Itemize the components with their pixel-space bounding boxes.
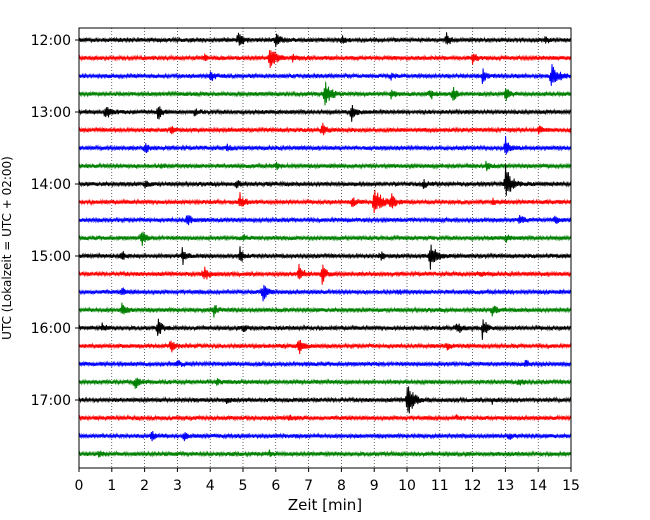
x-tick-label: 0 <box>75 478 84 494</box>
seismo-trace-1430 <box>78 214 572 226</box>
y-tick-label: 15:00 <box>31 249 71 265</box>
seismo-trace-1700 <box>78 386 572 414</box>
x-tick-label: 13 <box>496 478 514 494</box>
seismo-trace-1315 <box>78 122 572 136</box>
plot-frame <box>78 27 572 469</box>
x-tick-label: 7 <box>304 478 313 494</box>
x-tick-label: 8 <box>337 478 346 494</box>
seismo-trace-1645 <box>78 377 572 389</box>
seismo-trace-1200 <box>78 32 572 48</box>
y-tick-label: 13:00 <box>31 105 71 121</box>
x-tick-label: 2 <box>140 478 149 494</box>
seismo-trace-1630 <box>78 359 572 368</box>
x-tick-label: 5 <box>239 478 248 494</box>
x-tick-label: 4 <box>206 478 215 494</box>
y-axis-label: UTC (Lokalzeit = UTC + 02:00) <box>0 156 14 340</box>
seismo-trace-1415 <box>78 189 572 214</box>
trace-layer <box>78 32 572 458</box>
y-tick-label: 14:00 <box>31 177 71 193</box>
seismo-trace-1745 <box>78 449 572 458</box>
x-axis-label: Zeit [min] <box>288 496 362 514</box>
seismo-trace-1715 <box>78 414 572 422</box>
seismo-trace-1245 <box>78 81 572 106</box>
seismo-trace-1730 <box>78 430 572 442</box>
x-tick-label: 14 <box>529 478 547 494</box>
seismo-trace-1345 <box>78 160 572 172</box>
seismo-trace-1445 <box>78 231 572 246</box>
y-axis: 12:00 13:00 14:00 15:00 16:00 17:00 <box>31 33 79 409</box>
seismo-trace-1545 <box>78 302 572 318</box>
seismo-trace-1215 <box>78 50 572 69</box>
x-tick-label: 1 <box>107 478 116 494</box>
seismo-trace-1500 <box>78 244 572 270</box>
x-tick-label: 3 <box>173 478 182 494</box>
x-tick-label: 6 <box>271 478 280 494</box>
x-tick-label: 9 <box>370 478 379 494</box>
x-tick-label: 11 <box>431 478 449 494</box>
seismo-trace-1330 <box>78 136 572 155</box>
x-tick-label: 10 <box>398 478 416 494</box>
x-tick-label: 12 <box>464 478 482 494</box>
seismo-trace-1300 <box>78 104 572 122</box>
x-tick-label: 15 <box>562 478 580 494</box>
seismo-trace-1230 <box>78 64 572 86</box>
y-tick-label: 17:00 <box>31 393 71 409</box>
seismo-trace-1615 <box>78 339 572 355</box>
y-tick-label: 12:00 <box>31 33 71 49</box>
seismo-trace-1400 <box>78 164 572 196</box>
x-axis: 0 1 2 3 4 5 6 7 8 9 10 11 12 13 14 15 <box>75 468 580 494</box>
seismo-trace-1515 <box>78 263 572 285</box>
seismo-trace-1530 <box>78 284 572 302</box>
seismo-trace-1600 <box>78 318 572 340</box>
y-tick-label: 16:00 <box>31 321 71 337</box>
